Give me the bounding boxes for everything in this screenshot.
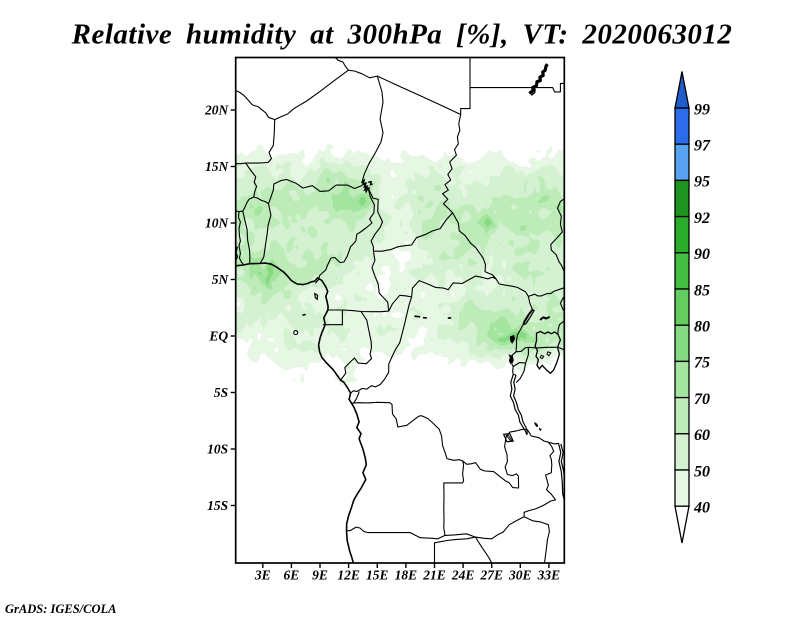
svg-text:10S: 10S (207, 442, 228, 457)
svg-text:24E: 24E (451, 568, 475, 583)
svg-text:75: 75 (694, 355, 710, 372)
svg-text:90: 90 (694, 246, 710, 263)
svg-text:15E: 15E (366, 568, 389, 583)
svg-text:33E: 33E (537, 568, 561, 583)
svg-text:40: 40 (693, 500, 710, 517)
svg-text:30E: 30E (508, 568, 532, 583)
svg-text:99: 99 (694, 101, 710, 118)
svg-text:3E: 3E (254, 568, 271, 583)
svg-text:6E: 6E (284, 568, 300, 583)
svg-text:70: 70 (694, 391, 710, 408)
svg-text:5N: 5N (212, 272, 230, 287)
svg-text:15N: 15N (205, 159, 230, 174)
svg-text:60: 60 (694, 427, 710, 444)
svg-text:85: 85 (694, 282, 710, 299)
svg-text:GrADS: IGES/COLA: GrADS: IGES/COLA (5, 602, 117, 616)
svg-text:15S: 15S (207, 498, 228, 513)
svg-text:20N: 20N (204, 103, 230, 118)
svg-text:EQ: EQ (208, 329, 228, 344)
svg-text:50: 50 (694, 463, 710, 480)
svg-text:21E: 21E (422, 568, 446, 583)
svg-text:10N: 10N (205, 216, 230, 231)
svg-text:27E: 27E (479, 568, 503, 583)
svg-text:18E: 18E (395, 568, 418, 583)
svg-text:95: 95 (694, 174, 710, 191)
svg-text:9E: 9E (312, 568, 328, 583)
svg-text:Relative humidity at 300hPa [%: Relative humidity at 300hPa [%], VT: 202… (71, 19, 733, 51)
svg-text:80: 80 (694, 319, 710, 336)
svg-text:92: 92 (694, 210, 710, 227)
svg-text:97: 97 (694, 138, 711, 155)
svg-text:5S: 5S (214, 385, 228, 400)
svg-text:12E: 12E (337, 568, 360, 583)
